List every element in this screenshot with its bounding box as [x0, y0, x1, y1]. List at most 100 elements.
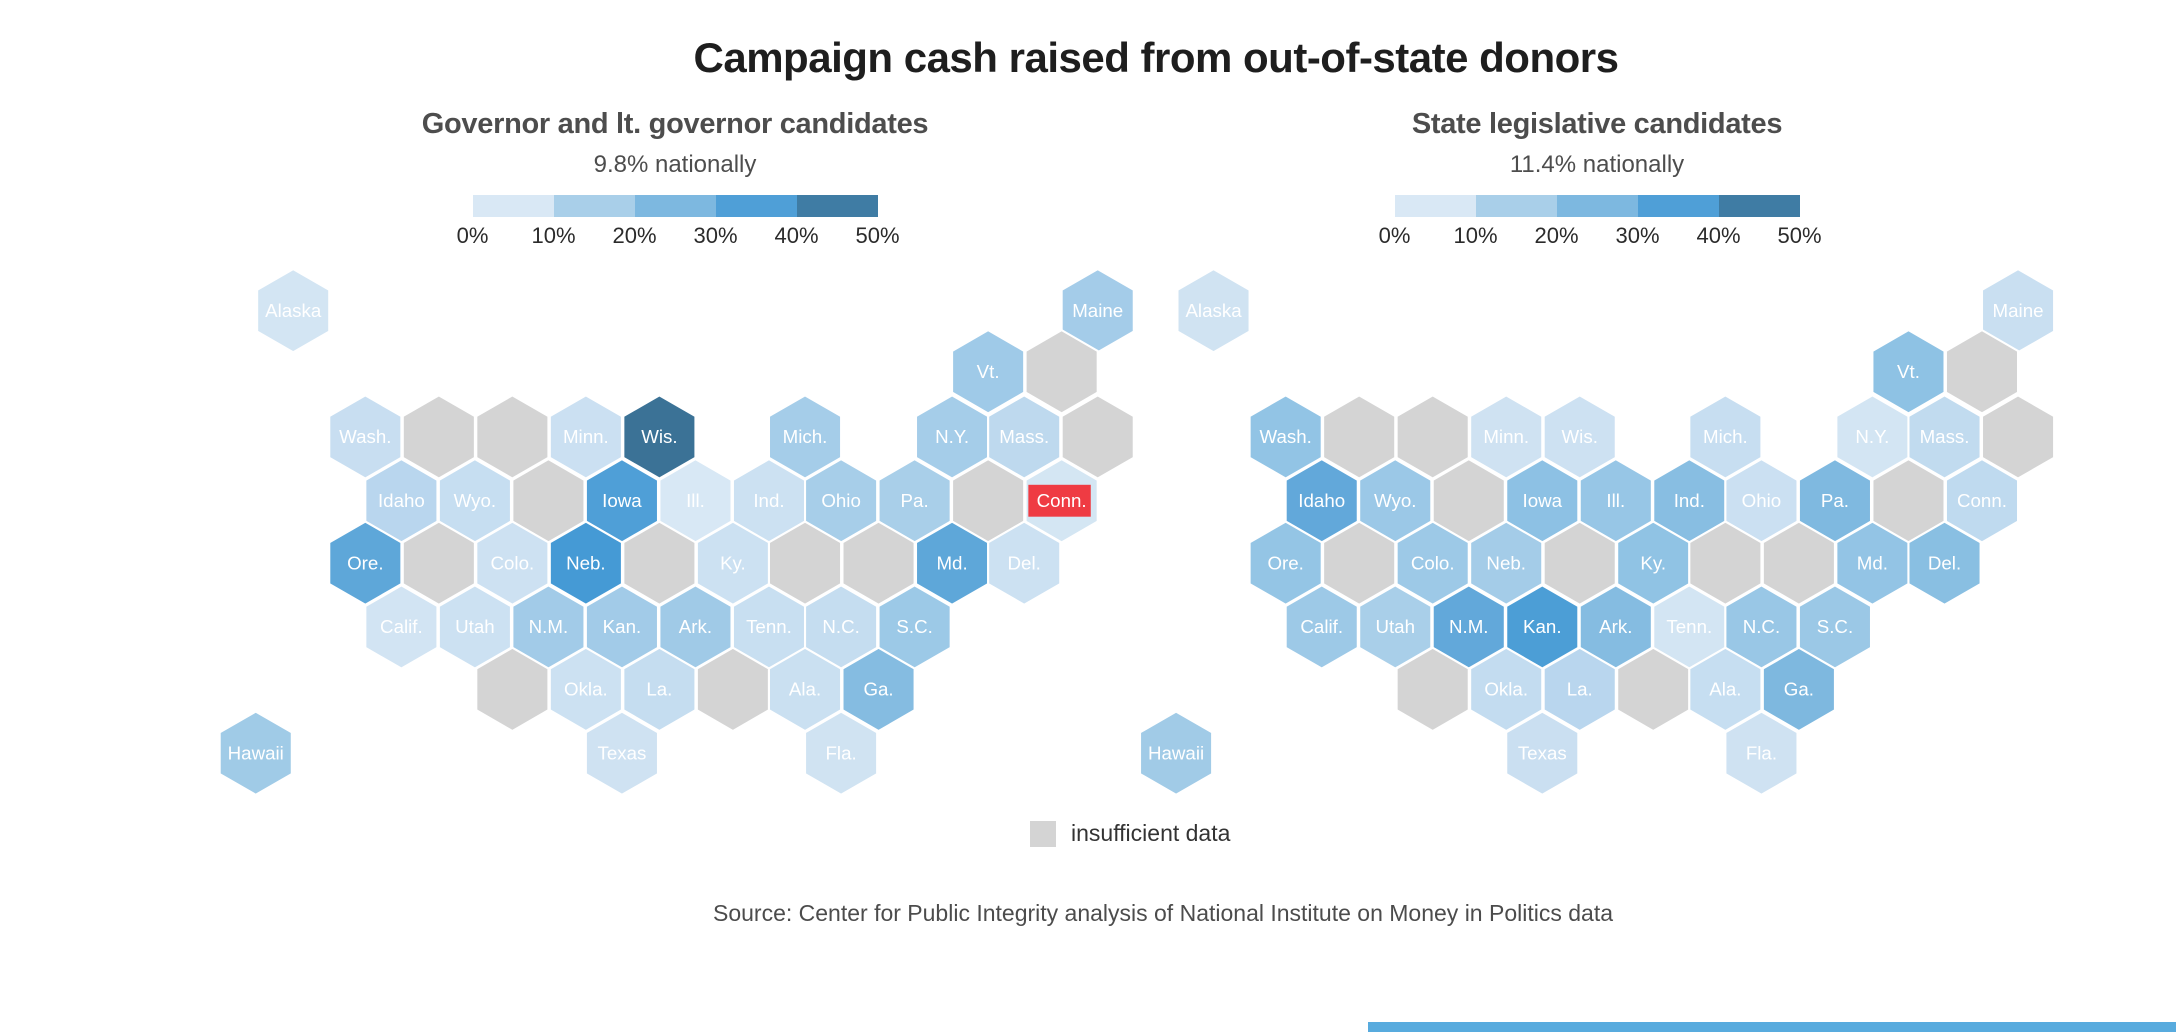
state-hex-label: Ore.: [347, 552, 383, 573]
state-hex-co[interactable]: [475, 520, 550, 606]
state-hex-mo-insufficient[interactable]: [622, 520, 697, 606]
state-hex-label: Mich.: [783, 426, 828, 447]
state-hex-la[interactable]: [622, 646, 697, 733]
state-hex-ga[interactable]: [1761, 646, 1836, 733]
state-hex-ut[interactable]: [437, 584, 513, 670]
state-hex-tx[interactable]: [1505, 710, 1580, 797]
state-hex-wi[interactable]: [1542, 394, 1617, 480]
insufficient-data-label: insufficient data: [1071, 820, 1231, 846]
state-hex-nv-insufficient[interactable]: [1322, 520, 1397, 606]
state-hex-label: Ark.: [1599, 616, 1632, 637]
legend-tick: 30%: [1615, 223, 1660, 248]
state-hex-label: N.Y.: [935, 426, 969, 447]
legend-color-bar: [472, 195, 878, 217]
state-hex-label: Ill.: [1606, 490, 1625, 511]
state-hex-ne[interactable]: [1469, 520, 1544, 606]
state-hex-label: Okla.: [1484, 679, 1528, 700]
map-subtitle-legislative: 11.4% nationally: [1509, 151, 1685, 178]
state-hex-mo-insufficient[interactable]: [1542, 520, 1617, 606]
state-hex-label: Calif.: [380, 616, 423, 637]
state-hex-ne[interactable]: [548, 520, 623, 606]
state-hex-nd-insufficient[interactable]: [1395, 394, 1470, 480]
state-hex-ok[interactable]: [1469, 646, 1544, 733]
state-hex-ct[interactable]: [1944, 457, 2020, 544]
state-hex-fl[interactable]: [1724, 710, 1799, 797]
state-hex-label: Conn.: [1957, 490, 2007, 511]
state-hex-ma[interactable]: [1907, 394, 1982, 480]
state-hex-label: Wyo.: [1374, 490, 1416, 511]
state-hex-co[interactable]: [1395, 520, 1470, 606]
state-hex-wv-insufficient[interactable]: [1688, 520, 1763, 606]
state-hex-ak[interactable]: [256, 267, 331, 354]
state-hex-ri-insufficient[interactable]: [1060, 394, 1135, 480]
state-hex-nh-insufficient[interactable]: [1944, 328, 2020, 415]
state-hex-label: La.: [646, 679, 672, 700]
bottom-bar: [1368, 1022, 2176, 1032]
state-hex-label: Ore.: [1267, 552, 1303, 573]
state-hex-va-insufficient[interactable]: [1761, 520, 1836, 606]
state-hex-mi[interactable]: [1688, 394, 1763, 480]
state-hex-mi[interactable]: [767, 394, 843, 480]
map-subtitle-governor: 9.8% nationally: [593, 151, 757, 178]
page-title: Campaign cash raised from out-of-state d…: [693, 34, 1619, 81]
state-hex-az-insufficient[interactable]: [475, 646, 550, 733]
state-hex-mt-insufficient[interactable]: [1322, 394, 1397, 480]
state-hex-az-insufficient[interactable]: [1395, 646, 1470, 733]
state-hex-ak[interactable]: [1176, 267, 1251, 354]
state-hex-ga[interactable]: [841, 646, 916, 733]
state-hex-vt[interactable]: [951, 328, 1026, 415]
state-hex-mn[interactable]: [1469, 394, 1544, 480]
state-hex-al[interactable]: [1688, 646, 1763, 733]
state-hex-ca[interactable]: [364, 584, 439, 670]
state-hex-label: Fla.: [825, 742, 856, 763]
state-hex-ri-insufficient[interactable]: [1980, 394, 2056, 480]
state-hex-label: Colo.: [1411, 552, 1455, 573]
state-hex-label: Ark.: [679, 616, 712, 637]
state-hex-ca[interactable]: [1284, 584, 1359, 670]
state-hex-label: Wash.: [339, 426, 391, 447]
state-hex-label: Ind.: [753, 490, 784, 511]
state-hex-de[interactable]: [987, 520, 1062, 606]
state-hex-label: Mich.: [1703, 426, 1748, 447]
state-hex-nh-insufficient[interactable]: [1024, 328, 1099, 415]
state-hex-vt[interactable]: [1871, 328, 1946, 415]
state-hex-wi[interactable]: [622, 394, 697, 480]
state-hex-wa[interactable]: [1248, 394, 1323, 480]
insufficient-data-legend: insufficient data: [1030, 820, 1230, 847]
state-hex-label: Hawaii: [1148, 742, 1204, 763]
state-hex-hi[interactable]: [1138, 710, 1214, 797]
state-hex-mn[interactable]: [548, 394, 623, 480]
state-hex-label: Texas: [597, 742, 646, 763]
state-hex-label: Tenn.: [1666, 616, 1712, 637]
state-hex-label: Kan.: [1523, 616, 1562, 637]
legend-swatch: [715, 195, 797, 217]
state-hex-nv-insufficient[interactable]: [401, 520, 476, 606]
state-hex-label: Maine: [1993, 300, 2044, 321]
state-hex-label: Mass.: [999, 426, 1049, 447]
state-hex-va-insufficient[interactable]: [841, 520, 916, 606]
legend-swatch: [1394, 195, 1476, 217]
state-hex-or[interactable]: [328, 520, 403, 606]
state-hex-hi[interactable]: [218, 710, 293, 797]
state-hex-ma[interactable]: [987, 394, 1062, 480]
state-hex-la[interactable]: [1542, 646, 1617, 733]
legend-tick: 0%: [1378, 223, 1411, 248]
state-hex-wa[interactable]: [328, 394, 403, 480]
state-hex-tx[interactable]: [584, 710, 660, 797]
state-hex-nd-insufficient[interactable]: [475, 394, 550, 480]
legend-swatch: [1718, 195, 1800, 217]
state-hex-label: Neb.: [566, 552, 606, 573]
state-hex-wv-insufficient[interactable]: [767, 520, 843, 606]
legend-tick: 50%: [1777, 223, 1822, 248]
state-hex-or[interactable]: [1248, 520, 1323, 606]
state-hex-de[interactable]: [1907, 520, 1982, 606]
state-hex-label: N.M.: [529, 616, 569, 637]
state-hex-ok[interactable]: [548, 646, 623, 733]
state-hex-label: Neb.: [1486, 552, 1526, 573]
state-hex-al[interactable]: [767, 646, 843, 733]
state-hex-fl[interactable]: [803, 710, 879, 797]
state-hex-ut[interactable]: [1358, 584, 1433, 670]
state-hex-label: Ill.: [686, 490, 705, 511]
state-hex-mt-insufficient[interactable]: [401, 394, 476, 480]
